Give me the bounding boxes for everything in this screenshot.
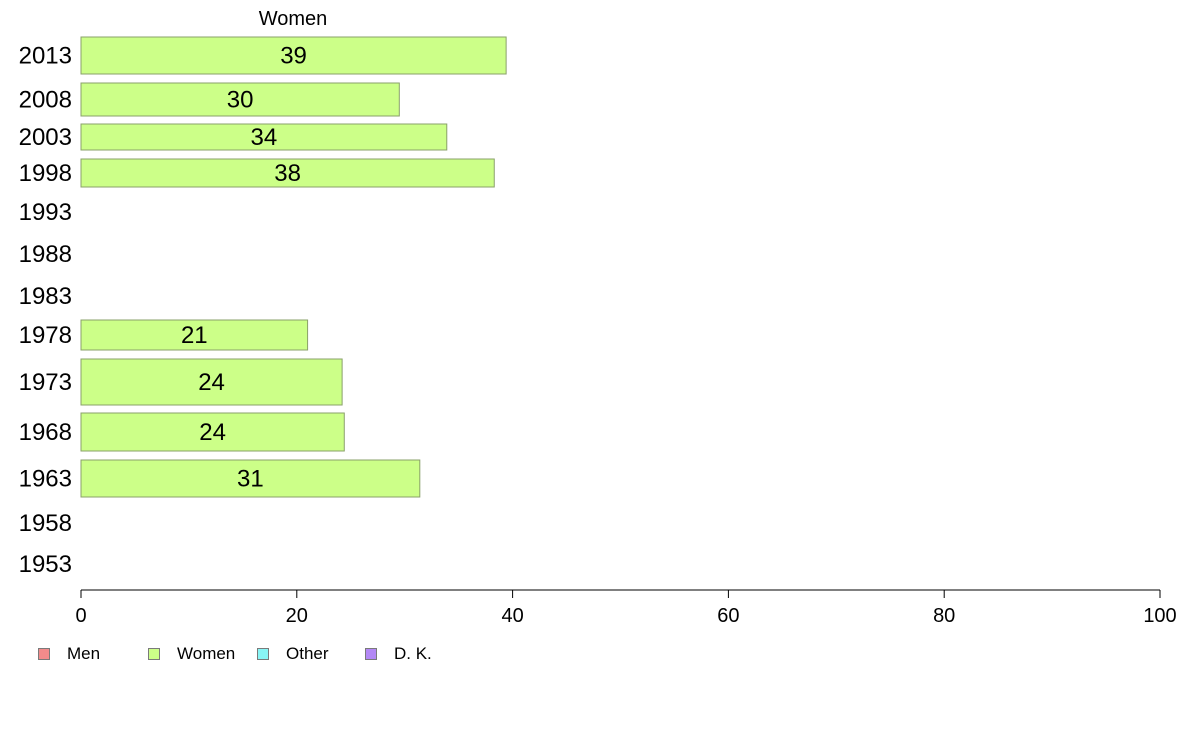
chart-title: Women bbox=[259, 8, 328, 30]
legend-swatch-dk bbox=[365, 648, 377, 660]
bar-value-label-1968: 24 bbox=[199, 419, 226, 446]
legend-item-other: Other bbox=[257, 644, 329, 664]
bar-value-label-2003: 34 bbox=[251, 124, 278, 151]
category-label-2003: 2003 bbox=[19, 124, 72, 151]
category-label-1988: 1988 bbox=[19, 241, 72, 268]
category-label-1973: 1973 bbox=[19, 369, 72, 396]
bar-1968 bbox=[80, 412, 345, 452]
legend-label-men: Men bbox=[67, 644, 101, 663]
x-tick-label-80: 80 bbox=[933, 605, 955, 627]
bar-value-label-1998: 38 bbox=[274, 160, 301, 187]
legend-item-men: Men bbox=[38, 644, 100, 664]
category-label-1983: 1983 bbox=[19, 283, 72, 310]
legend-item-dk: D. K. bbox=[365, 644, 432, 664]
category-label-1963: 1963 bbox=[19, 466, 72, 493]
bar-2003 bbox=[80, 123, 448, 151]
category-label-2008: 2008 bbox=[19, 87, 72, 114]
category-label-1968: 1968 bbox=[19, 419, 72, 446]
category-label-1978: 1978 bbox=[19, 322, 72, 349]
category-labels: 2013 2008 2003 1998 1993 1988 1983 1978 1973 1968… bbox=[19, 43, 72, 579]
bar-1998 bbox=[80, 158, 495, 188]
bar-2013 bbox=[80, 36, 507, 75]
bar-value-label-2008: 30 bbox=[227, 87, 254, 114]
legend-item-women: Women bbox=[148, 644, 235, 664]
legend-swatch-women bbox=[148, 648, 160, 660]
bar-value-label-1963: 31 bbox=[237, 466, 264, 493]
category-label-1958: 1958 bbox=[19, 510, 72, 537]
legend-swatch-men bbox=[38, 648, 50, 660]
x-tick-label-40: 40 bbox=[501, 605, 523, 627]
bars-group: 39 30 34 38 21 24 24 31 bbox=[80, 36, 507, 498]
bar-value-label-1978: 21 bbox=[181, 322, 208, 349]
x-tick-label-20: 20 bbox=[286, 605, 308, 627]
category-label-1998: 1998 bbox=[19, 160, 72, 187]
category-label-2013: 2013 bbox=[19, 43, 72, 70]
bar-2008 bbox=[80, 82, 400, 117]
category-label-1953: 1953 bbox=[19, 551, 72, 578]
bar-1978 bbox=[80, 319, 309, 351]
bar-1973 bbox=[80, 358, 343, 406]
x-tick-label-100: 100 bbox=[1143, 605, 1176, 627]
bar-1963 bbox=[80, 459, 421, 498]
legend-label-women: Women bbox=[177, 644, 236, 663]
x-tick-label-0: 0 bbox=[75, 605, 86, 627]
x-tick-label-60: 60 bbox=[717, 605, 739, 627]
category-label-1993: 1993 bbox=[19, 199, 72, 226]
x-axis: 0 20 40 60 80 100 bbox=[75, 589, 1177, 627]
legend-label-dk: D. K. bbox=[394, 644, 432, 663]
legend-swatch-other bbox=[257, 648, 269, 660]
bar-value-label-2013: 39 bbox=[280, 43, 307, 70]
bar-value-label-1973: 24 bbox=[198, 369, 225, 396]
legend-label-other: Other bbox=[286, 644, 329, 663]
